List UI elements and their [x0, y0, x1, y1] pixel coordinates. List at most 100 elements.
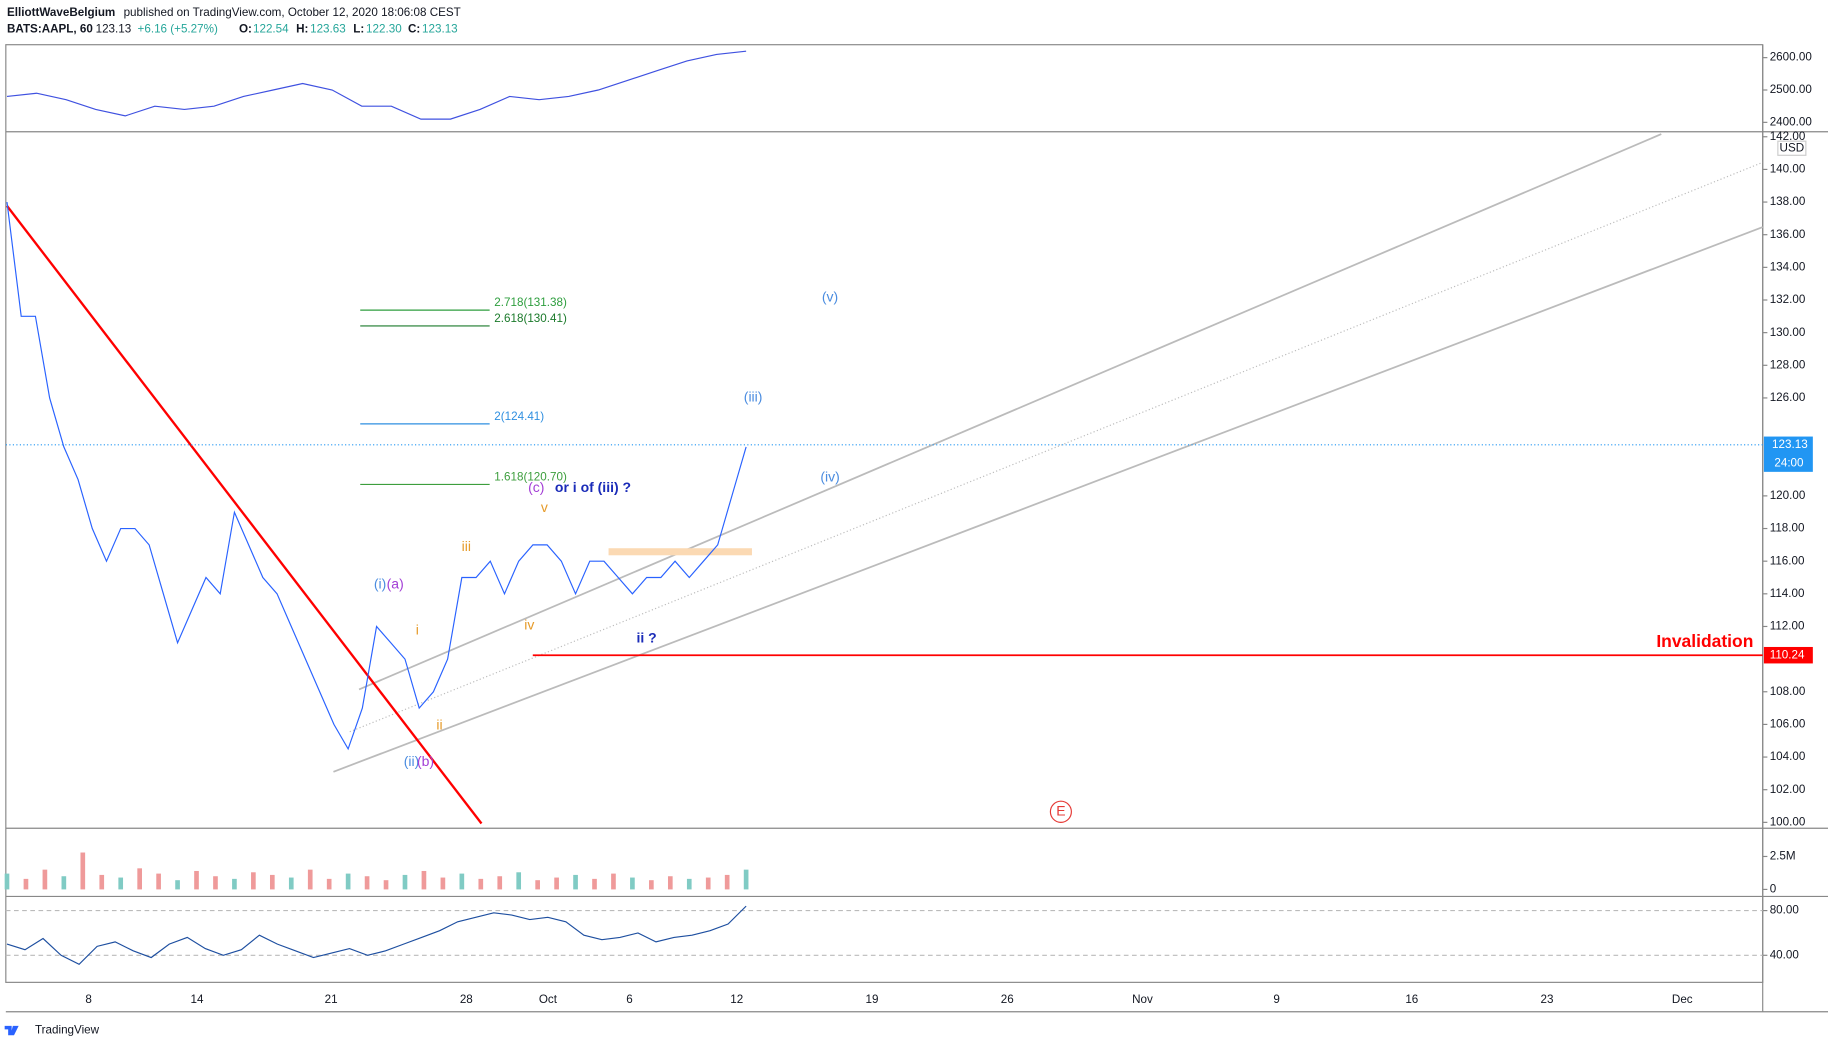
wave-label: E — [1056, 802, 1065, 818]
x-tick-label: 23 — [1541, 993, 1554, 1006]
y-tick-label: 80.00 — [1770, 904, 1800, 917]
x-tick-label: 26 — [1001, 993, 1014, 1006]
trendline — [6, 205, 483, 825]
volume-bar — [345, 873, 351, 890]
y-tick-label: 132.00 — [1770, 293, 1806, 306]
volume-bar — [421, 870, 427, 890]
symbol: BATS:AAPL, 60 — [7, 22, 93, 35]
x-tick-label: 14 — [191, 993, 204, 1006]
y-tick-label: 126.00 — [1770, 391, 1806, 404]
volume-bar — [269, 874, 275, 890]
author: ElliottWaveBelgium — [7, 6, 115, 19]
volume-bar — [459, 873, 465, 890]
volume-bar — [554, 877, 559, 890]
h-label: H: — [296, 22, 308, 35]
volume-bar — [630, 877, 635, 890]
x-tick-label: 16 — [1405, 993, 1418, 1006]
volume-bar — [649, 880, 654, 890]
y-tick-label: 2400.00 — [1770, 115, 1813, 128]
published: published on TradingView.com, October 12… — [124, 6, 461, 19]
volume-bar — [23, 878, 29, 890]
wave-label: iv — [524, 617, 534, 633]
channel — [333, 133, 1764, 773]
wave-label: (i) — [374, 575, 386, 591]
countdown: 24:00 — [1774, 457, 1804, 470]
invalidation-tag — [1763, 646, 1813, 664]
y-tick-label: 120.00 — [1770, 489, 1806, 502]
last: 123.13 — [96, 22, 132, 35]
volume-bar — [156, 873, 161, 890]
y-tick-label: 0 — [1770, 882, 1777, 895]
event-marker — [1049, 800, 1072, 823]
volume-bar — [611, 873, 616, 890]
y-tick-label: 100.00 — [1770, 815, 1806, 828]
y-tick-label: 40.00 — [1770, 948, 1800, 961]
currency-box — [1777, 140, 1807, 156]
y-tick-label: 112.00 — [1770, 620, 1805, 633]
h: 123.63 — [310, 22, 346, 35]
x-tick-label: 28 — [460, 993, 473, 1006]
x-tick-label: 21 — [325, 993, 338, 1006]
change: +6.16 (+5.27%) — [138, 22, 218, 35]
y-tick-label: 118.00 — [1770, 522, 1805, 535]
volume-bar — [573, 874, 578, 890]
volume-bar — [686, 878, 692, 890]
wave-label: iii — [462, 538, 471, 554]
volume-bar — [175, 880, 180, 890]
volume-bar — [535, 880, 540, 890]
y-tick-label: 136.00 — [1770, 228, 1806, 241]
wave-label: (c) — [528, 479, 544, 495]
y-tick-label: 134.00 — [1770, 260, 1806, 273]
x-tick-label: 9 — [1273, 993, 1279, 1006]
x-tick-label: 12 — [730, 993, 743, 1006]
fib-label: 2.618(130.41) — [494, 312, 567, 325]
y-tick-label: 138.00 — [1770, 195, 1806, 208]
volume-bar — [99, 874, 105, 890]
y-tick-label: 2600.00 — [1770, 51, 1813, 64]
wave-label: (iv) — [820, 468, 839, 484]
wave-label: v — [541, 499, 548, 515]
wave-label: ii ? — [637, 630, 657, 646]
volume-bar — [80, 852, 86, 890]
volume-bar — [383, 880, 389, 890]
volume-bar — [516, 872, 522, 890]
o: 122.54 — [253, 22, 289, 35]
fib-label: 2.718(131.38) — [494, 296, 567, 309]
y-tick-label: 142.00 — [1770, 130, 1806, 143]
volume-bar — [4, 873, 10, 890]
y-tick-label: 140.00 — [1770, 162, 1806, 175]
volume-bar — [213, 876, 218, 890]
volume-bar — [440, 877, 446, 890]
last-price: 123.13 — [1772, 438, 1808, 451]
y-tick-label: 128.00 — [1770, 358, 1806, 371]
x-tick-label: Nov — [1132, 993, 1153, 1006]
wave-label: ii — [436, 717, 442, 733]
x-tick-label: Dec — [1672, 993, 1693, 1006]
fib-label: 2(124.41) — [494, 410, 544, 423]
wave-label: (a) — [387, 575, 404, 591]
volume-bar — [743, 869, 749, 890]
x-tick-label: 8 — [85, 993, 91, 1006]
volume-bar — [194, 870, 199, 890]
volume-bar — [61, 876, 67, 890]
pane-frames — [5, 44, 1828, 1013]
o-label: O: — [239, 22, 252, 35]
volume-bar — [667, 876, 673, 890]
y-tick-label: 116.00 — [1770, 554, 1805, 567]
fib-label: 1.618(120.70) — [494, 470, 567, 483]
volume-bar — [42, 869, 48, 890]
logo — [4, 1025, 19, 1036]
volume-bar — [251, 872, 256, 890]
wave-label: (iii) — [744, 388, 763, 404]
y-tick-label: 2500.00 — [1770, 83, 1813, 96]
wave-label: or i of (iii) ? — [555, 479, 631, 495]
c-label: C: — [408, 22, 420, 35]
x-tick-label: 19 — [866, 993, 879, 1006]
brand: TradingView — [35, 1024, 100, 1037]
volume-bar — [364, 876, 370, 890]
volume-bar — [497, 876, 503, 890]
wave-label: i — [416, 621, 419, 637]
volume-bar — [288, 877, 294, 890]
volume-bar — [232, 878, 237, 890]
